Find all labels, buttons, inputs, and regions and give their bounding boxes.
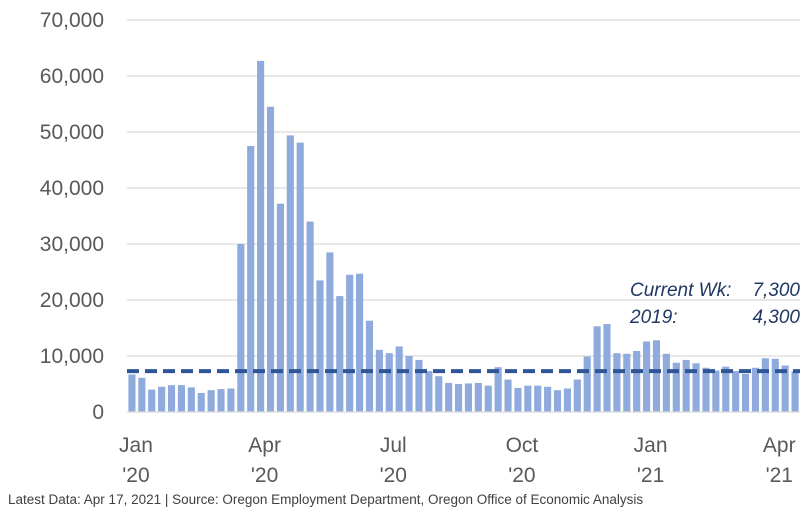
annotation-value: 7,300 xyxy=(752,280,800,301)
x-tick-month-label: Jan xyxy=(119,434,153,457)
x-tick-month-label: Jul xyxy=(380,434,407,457)
y-tick-label: 30,000 xyxy=(40,233,104,256)
bar xyxy=(464,383,473,412)
bar xyxy=(356,273,364,412)
bar xyxy=(286,135,294,413)
bar xyxy=(623,353,631,412)
x-tick-month-label: Oct xyxy=(506,434,539,457)
bar xyxy=(326,252,334,412)
bar xyxy=(633,350,641,412)
bar xyxy=(296,142,304,412)
x-tick-month-label: Apr xyxy=(763,434,796,457)
x-tick-year-label: '20 xyxy=(251,464,278,487)
bar xyxy=(583,356,591,412)
bar xyxy=(603,324,611,412)
bar xyxy=(692,363,700,412)
bar xyxy=(227,388,235,412)
bar xyxy=(425,371,433,412)
bar xyxy=(494,367,502,412)
bar xyxy=(722,366,730,412)
bar xyxy=(306,221,314,412)
bar xyxy=(563,388,571,412)
claims-chart: 0 10,000 20,000 30,000 40,000 50,000 60,000 70,… xyxy=(40,9,801,487)
bar xyxy=(474,382,482,412)
y-tick-label: 60,000 xyxy=(40,65,104,88)
bar xyxy=(504,379,512,412)
y-tick-label: 50,000 xyxy=(40,121,104,144)
bar xyxy=(761,358,769,412)
annotation-label: 2019: xyxy=(629,307,678,328)
bar xyxy=(652,340,661,412)
x-tick-year-label: '21 xyxy=(637,464,664,487)
bars xyxy=(128,60,799,413)
x-tick-month-label: Apr xyxy=(248,434,281,457)
bar xyxy=(573,379,581,412)
bar xyxy=(128,374,136,412)
bar xyxy=(346,274,354,412)
bar xyxy=(544,386,552,412)
bar xyxy=(435,376,443,412)
bar xyxy=(662,353,670,412)
gridlines xyxy=(127,19,800,357)
bar xyxy=(266,106,275,413)
bar xyxy=(247,146,255,412)
bar xyxy=(395,346,403,412)
x-tick-year-label: '20 xyxy=(380,464,407,487)
bar xyxy=(257,60,265,412)
bar xyxy=(207,390,215,412)
bar xyxy=(702,367,710,412)
footer-source: Latest Data: Apr 17, 2021 | Source: Oreg… xyxy=(8,492,644,507)
x-tick-year-label: '21 xyxy=(766,464,793,487)
bar xyxy=(454,384,463,412)
y-axis: 0 10,000 20,000 30,000 40,000 50,000 60,000 70,… xyxy=(40,9,104,424)
bar xyxy=(197,392,205,412)
x-tick-month-label: Jan xyxy=(634,434,668,457)
bar xyxy=(237,244,245,412)
bar xyxy=(217,389,225,412)
bar xyxy=(712,370,720,412)
bar xyxy=(613,353,621,412)
bar xyxy=(553,390,562,412)
bar xyxy=(771,358,779,412)
bar xyxy=(672,362,680,412)
bar xyxy=(415,359,423,412)
bar xyxy=(375,349,383,412)
y-tick-label: 70,000 xyxy=(40,9,104,32)
bar xyxy=(445,382,453,412)
bar xyxy=(187,387,195,412)
bar xyxy=(524,385,532,412)
bar xyxy=(167,385,176,412)
y-tick-label: 40,000 xyxy=(40,177,104,200)
y-tick-label: 10,000 xyxy=(40,345,104,368)
bar xyxy=(138,377,146,412)
bar xyxy=(177,385,185,412)
y-tick-label: 20,000 xyxy=(40,289,104,312)
bar xyxy=(742,373,750,412)
bar xyxy=(781,365,789,412)
x-tick-year-label: '20 xyxy=(122,464,149,487)
bar xyxy=(514,387,522,412)
bar xyxy=(751,367,760,412)
bar xyxy=(732,371,740,412)
annotation-label: Current Wk: xyxy=(630,280,731,301)
bar xyxy=(148,389,156,412)
x-axis: Jan '20 Apr '20 Jul '20 Oct '20 Jan '21 Apr '21 xyxy=(119,434,796,487)
bar xyxy=(484,385,492,412)
annotation-value: 4,300 xyxy=(752,307,800,328)
x-tick-year-label: '20 xyxy=(508,464,535,487)
bar xyxy=(158,386,166,412)
bar xyxy=(365,320,374,412)
bar xyxy=(791,371,799,412)
bar xyxy=(643,341,651,412)
annotations: Current Wk: 7,300 2019: 4,300 xyxy=(629,280,800,328)
bar xyxy=(336,296,344,412)
bar xyxy=(405,356,413,412)
bar xyxy=(316,280,324,412)
bar xyxy=(682,359,690,412)
y-tick-label: 0 xyxy=(92,401,104,424)
bar xyxy=(385,353,393,412)
bar xyxy=(276,203,284,412)
bar xyxy=(534,385,542,412)
